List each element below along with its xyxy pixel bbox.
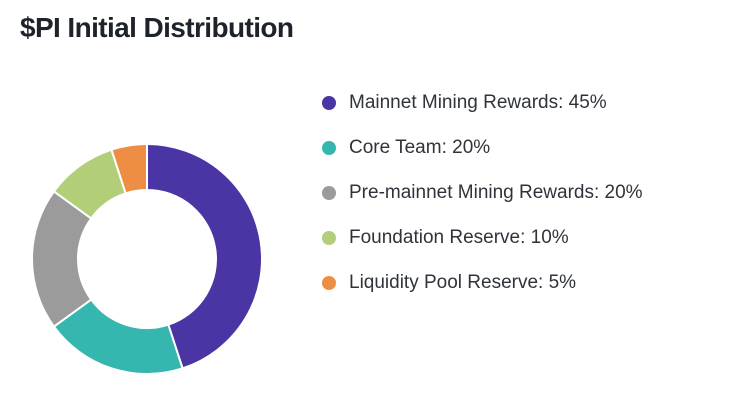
legend-dot-pre-mainnet-mining-rewards <box>322 186 336 200</box>
legend-label: Liquidity Pool Reserve: 5% <box>349 272 577 293</box>
donut-chart <box>31 143 263 375</box>
legend-dot-core-team <box>322 141 336 155</box>
legend-label: Foundation Reserve: 10% <box>349 227 569 248</box>
legend-label: Core Team: 20% <box>349 137 491 158</box>
legend-item: Pre-mainnet Mining Rewards: 20% <box>322 180 643 206</box>
legend-label: Pre-mainnet Mining Rewards: 20% <box>349 182 643 203</box>
donut-segment-liquidity-pool-reserve <box>110 143 148 195</box>
donut-segment-mainnet-mining-rewards <box>146 143 263 370</box>
legend-dot-liquidity-pool-reserve <box>322 276 336 290</box>
legend-item: Foundation Reserve: 10% <box>322 225 643 251</box>
legend-item: Liquidity Pool Reserve: 5% <box>322 270 643 296</box>
legend-dot-mainnet-mining-rewards <box>322 96 336 110</box>
page-title: $PI Initial Distribution <box>20 12 294 43</box>
legend-dot-foundation-reserve <box>322 231 336 245</box>
legend-label: Mainnet Mining Rewards: 45% <box>349 92 607 113</box>
legend: Mainnet Mining Rewards: 45% Core Team: 2… <box>322 90 643 315</box>
legend-item: Mainnet Mining Rewards: 45% <box>322 90 643 116</box>
legend-item: Core Team: 20% <box>322 135 643 161</box>
